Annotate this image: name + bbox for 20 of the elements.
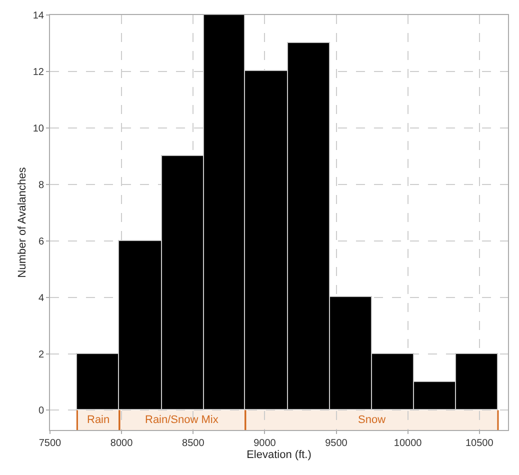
- band-label: Snow: [358, 414, 386, 426]
- band-label: Rain/Snow Mix: [145, 414, 219, 426]
- y-tick-label: 2: [38, 349, 44, 360]
- y-tick-label: 8: [38, 180, 44, 191]
- y-tick-label: 10: [32, 123, 44, 134]
- y-tick-label: 14: [32, 10, 44, 22]
- x-tick-label: 7500: [38, 438, 62, 449]
- y-tick-label: 4: [38, 292, 44, 304]
- y-tick-label: 0: [38, 406, 44, 417]
- x-tick-label: 8000: [110, 438, 134, 449]
- y-tick-label: 6: [38, 236, 44, 248]
- x-tick-label: 8500: [182, 438, 205, 449]
- y-tick-label: 12: [32, 66, 44, 78]
- x-tick-label: 10000: [394, 438, 422, 449]
- x-tick-label: 9500: [325, 438, 348, 449]
- y-axis-title: Number of Avalanches: [16, 166, 29, 278]
- x-tick-label: 10500: [465, 438, 494, 449]
- x-axis-title: Elevation (ft.): [246, 449, 312, 462]
- band-label: Rain: [87, 414, 110, 426]
- x-tick-label: 9000: [254, 438, 276, 449]
